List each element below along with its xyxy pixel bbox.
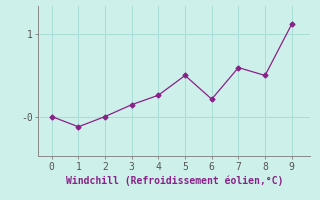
X-axis label: Windchill (Refroidissement éolien,°C): Windchill (Refroidissement éolien,°C) [66, 176, 283, 186]
